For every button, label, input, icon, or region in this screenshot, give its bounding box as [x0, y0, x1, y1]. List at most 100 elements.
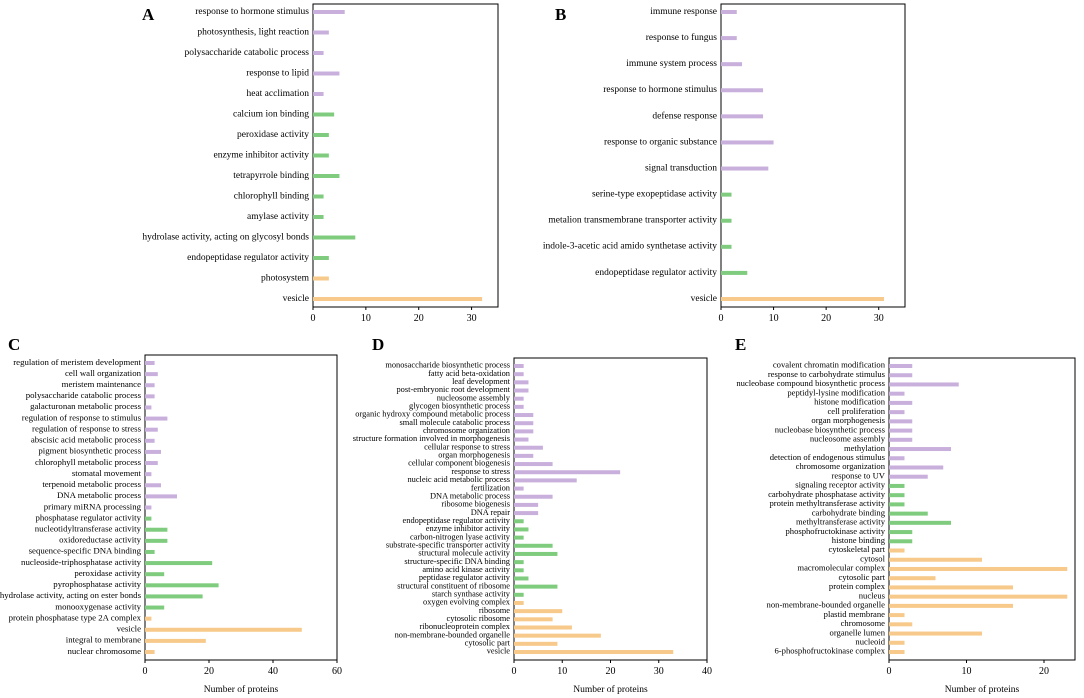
category-label: fatty acid beta-oxidation [428, 369, 511, 378]
category-label: organelle lumen [830, 627, 886, 637]
category-label: nucleotidyltransferase activity [35, 523, 142, 533]
bar [313, 174, 340, 178]
bar [145, 549, 155, 554]
x-tick-label: 20 [1039, 666, 1049, 677]
bar [889, 603, 1013, 608]
bar [145, 650, 155, 654]
x-tick-label: 0 [719, 313, 724, 324]
bar [889, 520, 951, 525]
bar [889, 585, 1013, 590]
category-label: cellular component biogenesis [408, 459, 510, 468]
bar [514, 600, 524, 605]
bar [145, 516, 152, 521]
bar [721, 88, 764, 93]
category-label: endopeptidase regulator activity [595, 268, 717, 278]
bar [145, 372, 158, 377]
category-label: substrate-specific transporter activity [386, 540, 511, 549]
bar [145, 605, 165, 610]
category-label: nucleus [859, 590, 886, 600]
category-label: nucleosome assembly [810, 434, 886, 444]
plot-frame [888, 357, 1076, 661]
category-label: vesicle [283, 294, 309, 304]
x-tick-label: 10 [962, 666, 972, 677]
category-label: monosaccharide biosynthetic process [385, 361, 510, 370]
bar [313, 112, 335, 117]
bar [889, 447, 951, 452]
bar [313, 235, 356, 240]
category-label: ribonucleoprotein complex [420, 622, 511, 631]
bar [313, 133, 329, 137]
category-label: cytosol [860, 553, 885, 563]
bar [145, 583, 219, 588]
bar [145, 483, 161, 488]
bar [889, 474, 928, 479]
bar [514, 650, 674, 654]
x-tick-label: 0 [887, 666, 892, 677]
category-label: tetrapyrrole binding [233, 171, 309, 181]
bar [313, 194, 324, 199]
category-label: detection of endogenous stimulus [770, 452, 886, 462]
category-label: monooxygenase activity [55, 601, 141, 611]
category-label: phosphofructokinase activity [785, 526, 885, 536]
bar [514, 584, 558, 589]
plot-frame [144, 354, 338, 661]
category-label: response to stress [451, 467, 510, 476]
category-label: meristem maintenance [62, 379, 141, 389]
bar [145, 472, 152, 477]
category-label: structure-specific DNA binding [404, 557, 510, 566]
bar [514, 617, 553, 622]
bar [145, 594, 203, 599]
category-label: regulation of response to stress [32, 423, 142, 433]
bar [889, 594, 1068, 599]
category-label: 6-phosphofructokinase complex [775, 646, 886, 656]
category-label: non-membrane-bounded organelle [395, 630, 511, 639]
x-tick-label: 40 [268, 666, 278, 677]
category-label: nucleobase compound biosynthetic process [736, 378, 885, 388]
bar [313, 276, 329, 281]
bar [514, 592, 524, 597]
bar [145, 449, 161, 454]
bar [514, 519, 524, 524]
category-label: carbohydrate binding [812, 507, 886, 517]
x-tick-label: 0 [311, 313, 316, 324]
bar [145, 394, 155, 399]
category-label: terpenoid metabolic process [42, 479, 141, 489]
category-label: polysaccharide catabolic process [26, 390, 142, 400]
category-label: nuclear chromosome [67, 646, 141, 656]
category-label: calcium ion binding [233, 109, 309, 119]
category-label: structure formation involved in morphoge… [353, 434, 510, 443]
category-label: response to UV [832, 470, 886, 480]
bar [889, 410, 905, 415]
category-label: protein methyltransferase activity [770, 498, 886, 508]
bar [145, 461, 158, 466]
bar [313, 71, 340, 76]
bar [721, 218, 732, 223]
bar [721, 36, 737, 41]
bar [889, 557, 982, 562]
category-label: photosynthesis, light reaction [197, 27, 309, 37]
x-tick-label: 60 [332, 666, 342, 677]
bar [514, 609, 563, 614]
category-label: ribosome [479, 606, 510, 615]
bar [514, 486, 524, 491]
bar [721, 244, 732, 249]
category-label: endopeptidase regulator activity [403, 516, 511, 525]
category-label: post-embryonic root development [396, 385, 510, 394]
category-label: peroxidase activity [237, 130, 309, 140]
x-tick-label: 0 [512, 666, 517, 677]
category-label: chromosome organization [423, 426, 511, 435]
bar [145, 416, 168, 421]
bar [514, 527, 529, 532]
category-label: metalion transmembrane transporter activ… [548, 216, 717, 226]
panel-letter: D [372, 335, 384, 354]
bar [514, 576, 529, 581]
bar [889, 437, 913, 442]
bar [721, 166, 769, 171]
bar [889, 382, 959, 387]
x-tick-label: 0 [143, 666, 148, 677]
bar [145, 505, 152, 510]
category-label: amylase activity [247, 212, 309, 222]
category-label: cytosolic part [465, 639, 511, 648]
bar [889, 465, 944, 470]
